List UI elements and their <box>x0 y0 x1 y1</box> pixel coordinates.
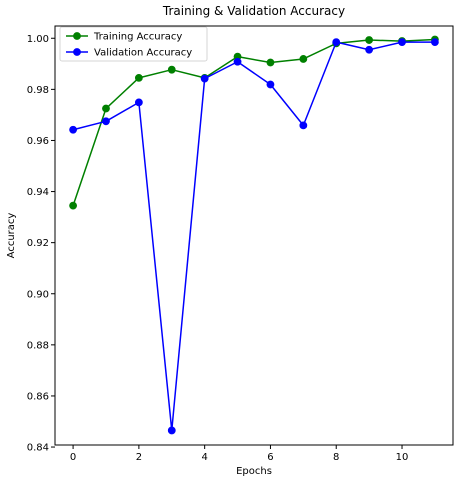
training-accuracy-point-6 <box>266 58 275 67</box>
x-tick-label-4: 4 <box>201 452 207 463</box>
validation-accuracy-line <box>72 41 436 432</box>
y-tick-label-0-90: 0.90 <box>27 289 49 300</box>
plot-frame <box>54 25 454 446</box>
y-tick-label-0-92: 0.92 <box>27 238 49 249</box>
validation-accuracy-point-8 <box>332 38 341 46</box>
validation-accuracy-point-2 <box>134 98 143 107</box>
legend-validation-accuracy-label: Validation Accuracy <box>94 48 192 59</box>
x-tick-label-8: 8 <box>333 452 339 463</box>
training-accuracy-point-0 <box>69 201 77 210</box>
y-tick-label-0-94: 0.94 <box>27 187 49 198</box>
legend-training-accuracy-marker <box>73 32 81 40</box>
axis-ticks: 0 2 4 6 8 10 0.84 0.86 0.88 0.90 0.92 0.94 0.96 0.98 1… <box>27 34 409 463</box>
legend-box <box>59 26 208 62</box>
training-accuracy-point-3 <box>167 65 176 74</box>
y-tick-label-1-00: 1.00 <box>27 34 49 45</box>
y-axis-label: Accuracy <box>6 213 17 259</box>
plot-area <box>54 25 454 446</box>
validation-accuracy-point-1 <box>102 117 110 126</box>
chart-title: Training & Validation Accuracy <box>162 4 345 18</box>
x-tick-label-10: 10 <box>396 452 409 463</box>
validation-accuracy-point-6 <box>266 80 275 89</box>
x-tick-label-2: 2 <box>136 452 142 463</box>
y-tick-label-0-96: 0.96 <box>27 136 49 147</box>
training-accuracy-line <box>72 38 436 207</box>
validation-accuracy-point-4 <box>200 74 209 83</box>
legend-validation-accuracy-marker <box>73 48 81 56</box>
legend: Training Accuracy Validation Accuracy <box>59 26 208 62</box>
training-accuracy-point-1 <box>102 104 110 113</box>
x-tick-label-6: 6 <box>267 452 273 463</box>
x-tick-label-0: 0 <box>70 452 76 463</box>
validation-accuracy-point-10 <box>398 38 406 46</box>
y-tick-label-0-88: 0.88 <box>27 340 49 351</box>
y-tick-label-0-86: 0.86 <box>27 391 49 402</box>
y-tick-label-0-84: 0.84 <box>27 443 49 454</box>
y-tick-label-0-98: 0.98 <box>27 85 49 96</box>
validation-accuracy-point-7 <box>299 121 308 130</box>
training-accuracy-point-9 <box>365 36 374 44</box>
validation-accuracy-point-0 <box>69 125 77 134</box>
training-accuracy-point-2 <box>134 73 143 82</box>
x-axis-label: Epochs <box>236 466 272 477</box>
validation-accuracy-point-9 <box>365 45 374 54</box>
validation-accuracy-point-5 <box>233 57 242 66</box>
validation-accuracy-point-3 <box>167 426 176 435</box>
validation-accuracy-point-11 <box>431 38 439 46</box>
training-accuracy-point-7 <box>299 55 308 63</box>
legend-training-accuracy-label: Training Accuracy <box>93 32 182 43</box>
